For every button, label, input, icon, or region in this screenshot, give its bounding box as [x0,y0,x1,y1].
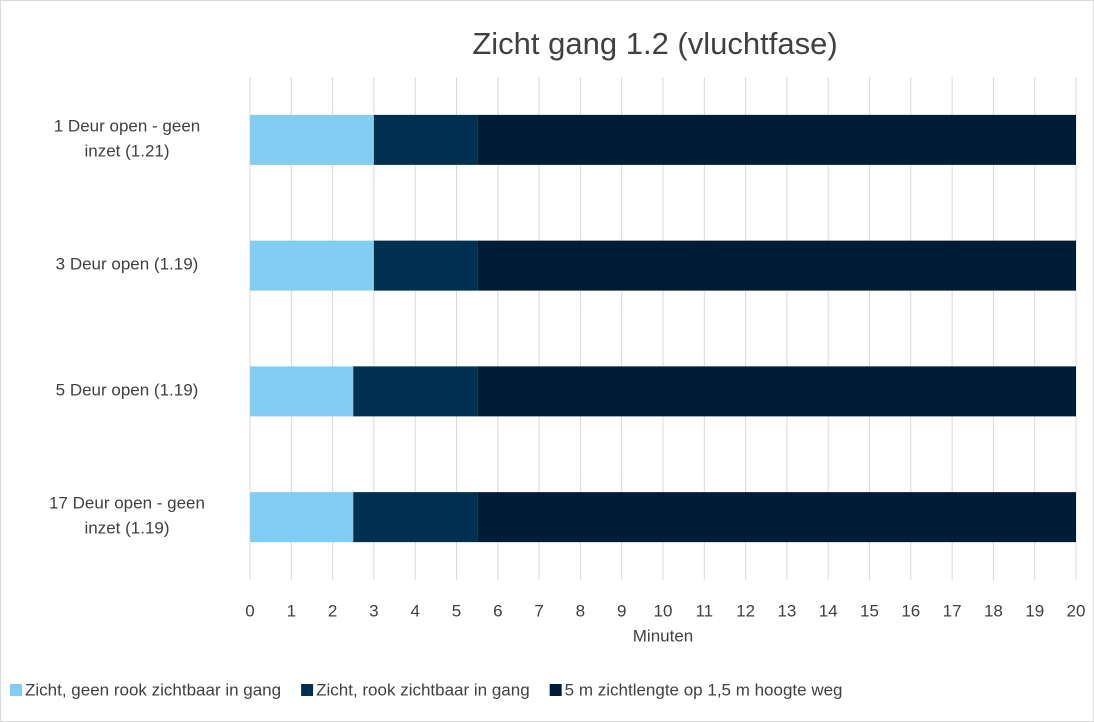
x-tick-label: 1 [287,601,296,620]
x-tick-label: 10 [654,601,673,620]
y-tick-label: 17 Deur open - geen inzet (1.19) [49,494,205,538]
x-tick-label: 19 [1025,601,1044,620]
legend-label: 5 m zichtlengte op 1,5 m hoogte weg [565,680,843,699]
x-tick-label: 11 [695,601,713,620]
label-line: inzet (1.21) [84,142,169,161]
x-tick-label: 4 [410,601,419,620]
x-tick-label: 7 [534,601,543,620]
label-line: 3 Deur open (1.19) [56,255,199,274]
x-tick-label: 17 [943,601,962,620]
legend-label: Zicht, rook zichtbaar in gang [316,680,530,699]
x-tick-label: 6 [493,601,502,620]
legend-swatch [10,684,22,696]
x-tick-label: 12 [736,601,755,620]
x-axis-label: Minuten [633,626,693,645]
bar-segment [477,492,1076,543]
x-tick-label: 16 [901,601,920,620]
legend-swatch [549,684,562,696]
chart-title: Zicht gang 1.2 (vluchtfase) [472,26,837,61]
bar-segment [373,240,478,291]
x-tick-label: 5 [452,601,461,620]
x-tick-label: 0 [245,601,254,620]
bar-segment [250,114,374,165]
bar-segment [373,114,478,165]
x-tick-label: 18 [984,601,1003,620]
bar-segment [477,114,1076,165]
y-tick-label: 1 Deur open - geen inzet (1.21) [54,117,201,161]
y-tick-label: 5 Deur open (1.19) [56,381,199,400]
x-tick-label: 15 [860,601,879,620]
bar-segment [250,240,374,291]
x-tick-label: 9 [617,601,626,620]
legend-label: Zicht, geen rook zichtbaar in gang [25,680,281,699]
x-tick-label: 13 [777,601,796,620]
label-line: inzet (1.19) [84,519,169,538]
label-line: 1 Deur open - geen [54,117,201,136]
bar-segment [250,492,354,543]
x-tick-label: 3 [369,601,378,620]
x-tick-label: 2 [328,601,337,620]
x-tick-label: 8 [576,601,585,620]
bar-segment [477,240,1076,291]
bar-segment [353,366,478,417]
y-tick-label: 3 Deur open (1.19) [56,255,199,274]
label-line: 17 Deur open - geen [49,494,205,513]
bar-segment [477,366,1076,417]
x-tick-label: 20 [1067,601,1086,620]
legend-swatch [301,684,314,696]
bar-segment [353,492,478,543]
x-tick-label: 14 [819,601,838,620]
label-line: 5 Deur open (1.19) [56,381,199,400]
bar-segment [250,366,354,417]
